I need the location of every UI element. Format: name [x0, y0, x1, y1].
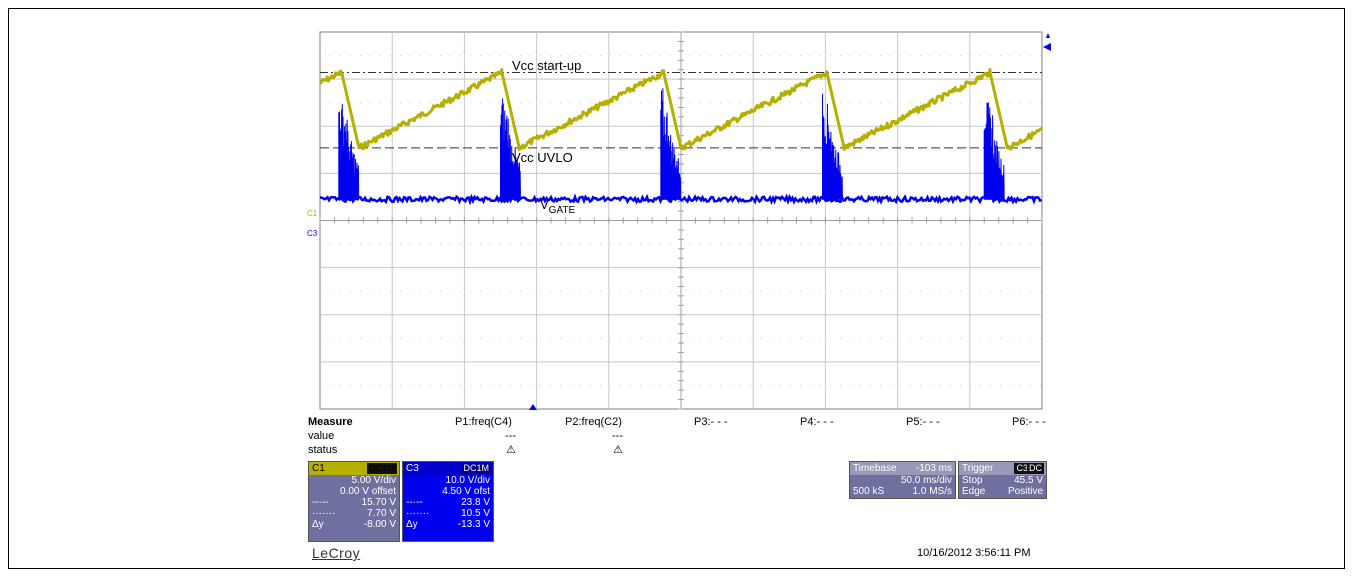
- timebase-panel[interactable]: Timebase -103 ms 50.0 ms/div 500 kS 1.0 MS…: [849, 461, 956, 499]
- measure-param-p2[interactable]: P2:freq(C2): [565, 416, 622, 428]
- c3-gate-burst: [660, 88, 682, 200]
- measure-param-p3[interactable]: P3:- - -: [694, 416, 728, 428]
- c3-gate-burst: [500, 98, 521, 200]
- c1-marker[interactable]: C1: [307, 209, 318, 218]
- measure-p1-value: ---: [505, 430, 516, 442]
- c3-channel-panel[interactable]: C3 DC1M 10.0 V/div 4.50 V ofst --·-- 23.8 …: [402, 461, 494, 542]
- trigger-level-marker[interactable]: [1043, 43, 1051, 51]
- c1-cursor1-symbol: --·--: [312, 497, 329, 508]
- c1-coupling-badge: DC1M: [367, 463, 397, 474]
- vgate-main: V: [540, 197, 549, 212]
- timebase-label: Timebase: [853, 463, 897, 474]
- measure-p1-status-icon: ⚠: [506, 444, 516, 456]
- measure-param-p5[interactable]: P5:- - -: [906, 416, 940, 428]
- measure-value-label: value: [308, 430, 335, 442]
- trigger-coupling-badge: DC: [1027, 463, 1044, 474]
- vgate-sub: GATE: [549, 205, 576, 216]
- trigger-type: Edge: [962, 486, 986, 497]
- c1-offset: 0.00 V offset: [340, 486, 396, 497]
- timestamp: 10/16/2012 3:56:11 PM: [917, 547, 1031, 559]
- measure-p2-value: ---: [612, 430, 623, 442]
- brand-logo: LeCroy: [312, 545, 361, 561]
- trigger-overrange-marker: [1046, 33, 1050, 38]
- c3-cursor1-value: 23.8 V: [461, 497, 490, 508]
- measure-param-p4[interactable]: P4:- - -: [800, 416, 834, 428]
- c1-delta-symbol: Δy: [312, 519, 324, 530]
- c1-cursor2-symbol: ·······: [312, 508, 336, 519]
- c1-panel-label: C1: [312, 463, 325, 474]
- c3-vdiv: 10.0 V/div: [445, 475, 490, 486]
- c3-delta-symbol: Δy: [406, 519, 418, 530]
- traces: [319, 68, 1044, 206]
- c1-delta-value: -8.00 V: [363, 519, 396, 530]
- scope-grid: [319, 31, 1043, 410]
- c3-coupling-badge: DC1M: [461, 463, 491, 474]
- vcc-uvlo-label: Vcc UVLO: [512, 150, 573, 165]
- page-frame: [8, 8, 1345, 569]
- timebase-rate: 1.0 MS/s: [912, 486, 952, 497]
- trigger-panel[interactable]: Trigger C3 DC Stop 45.5 V Edge Positive: [958, 461, 1047, 499]
- measure-title: Measure: [308, 416, 353, 428]
- vgate-label: VGATE: [540, 197, 575, 216]
- measure-param-p1[interactable]: P1:freq(C4): [455, 416, 512, 428]
- c1-cursor1-value: 15.70 V: [361, 497, 396, 508]
- c3-offset: 4.50 V ofst: [442, 486, 490, 497]
- timebase-samples: 500 kS: [853, 486, 885, 497]
- reference-lines: [320, 72, 1042, 149]
- c3-gate-burst: [338, 103, 360, 200]
- c3-gate-burst: [822, 93, 843, 200]
- c3-delta-value: -13.3 V: [457, 519, 490, 530]
- trigger-label: Trigger: [962, 463, 994, 474]
- c1-cursor2-value: 7.70 V: [367, 508, 396, 519]
- c1-channel-panel[interactable]: C1 DC1M 5.00 V/div 0.00 V offset --·-- 15.…: [308, 461, 400, 542]
- vcc-startup-label: Vcc start-up: [512, 58, 581, 73]
- measure-p2-status-icon: ⚠: [613, 444, 623, 456]
- c1-trace: [319, 68, 1044, 151]
- c3-panel-label: C3: [406, 463, 419, 474]
- timebase-tdiv: 50.0 ms/div: [900, 475, 952, 486]
- c3-cursor2-symbol: ·······: [406, 508, 430, 519]
- measure-status-label: status: [308, 444, 338, 456]
- c3-cursor1-symbol: --·--: [406, 497, 423, 508]
- trigger-source-badge: C3: [1014, 463, 1030, 474]
- timebase-delay: -103 ms: [915, 463, 952, 474]
- trigger-level: 45.5 V: [1014, 475, 1043, 486]
- c1-vdiv: 5.00 V/div: [351, 475, 396, 486]
- c3-cursor2-value: 10.5 V: [461, 508, 490, 519]
- trigger-slope: Positive: [1007, 486, 1043, 497]
- trigger-position-marker[interactable]: [529, 404, 537, 410]
- c3-marker[interactable]: C3: [307, 229, 318, 238]
- trigger-mode: Stop: [962, 475, 983, 486]
- c3-gate-burst: [983, 102, 1005, 200]
- measure-param-p6[interactable]: P6:- - -: [1012, 416, 1046, 428]
